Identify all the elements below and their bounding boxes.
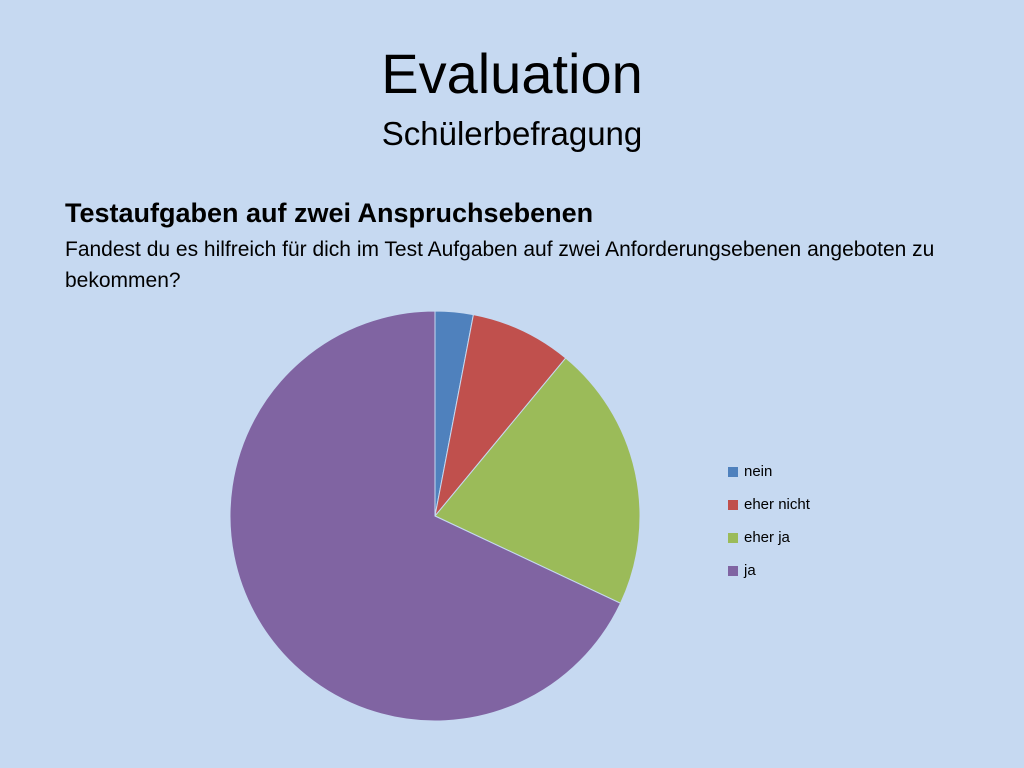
slide-subtitle: Schülerbefragung xyxy=(381,115,643,152)
legend-label: ja xyxy=(744,562,756,579)
legend-swatch xyxy=(728,499,738,510)
survey-question: Fandest du es hilfreich für dich im Test… xyxy=(65,238,935,292)
legend-swatch xyxy=(728,466,738,477)
legend-item: nein xyxy=(728,455,810,488)
chart-heading: Testaufgaben auf zwei Anspruchsebenen xyxy=(65,198,594,228)
pie-slice-ja xyxy=(229,310,622,722)
legend-label: nein xyxy=(744,463,773,480)
legend-swatch xyxy=(728,565,738,576)
pie-slice-eher-ja xyxy=(434,357,641,604)
legend-swatch xyxy=(728,532,738,543)
pie-slice-eher-nicht xyxy=(434,314,567,517)
legend-item: eher nicht xyxy=(728,488,810,521)
legend-label: eher nicht xyxy=(744,496,810,513)
legend-item: ja xyxy=(728,554,810,587)
slide-title: Evaluation xyxy=(381,42,643,105)
chart-legend: nein eher nicht eher ja ja xyxy=(728,455,810,587)
legend-item: eher ja xyxy=(728,521,810,554)
legend-label: eher ja xyxy=(744,529,790,546)
